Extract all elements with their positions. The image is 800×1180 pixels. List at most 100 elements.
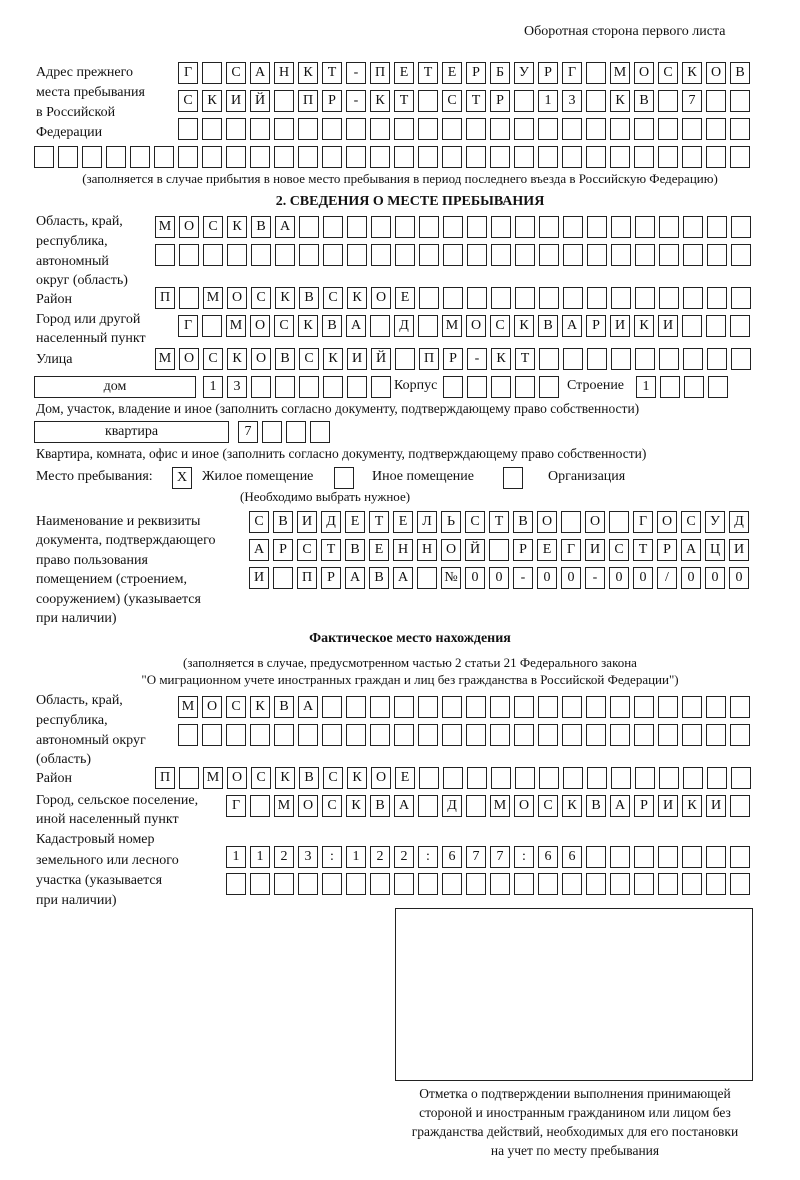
char-cell[interactable] [635,767,655,789]
char-cell[interactable]: Г [561,539,581,561]
char-cell[interactable]: Г [226,795,246,817]
char-cell[interactable] [370,118,390,140]
char-cell[interactable]: В [538,315,558,337]
char-cell[interactable] [286,421,306,443]
char-cell[interactable]: - [346,90,366,112]
char-cell[interactable] [561,511,581,533]
char-cell[interactable] [539,244,559,266]
char-cell[interactable] [634,846,654,868]
apartment-type-field[interactable]: квартира [34,421,229,443]
char-cell[interactable] [730,846,750,868]
char-cell[interactable]: К [275,287,295,309]
char-cell[interactable] [34,146,54,168]
char-cell[interactable]: Й [371,348,391,370]
char-cell[interactable] [539,767,559,789]
char-cell[interactable] [635,216,655,238]
char-cell[interactable] [394,696,414,718]
char-cell[interactable] [419,244,439,266]
char-cell[interactable]: П [370,62,390,84]
char-cell[interactable] [322,146,342,168]
char-cell[interactable]: К [275,767,295,789]
char-cell[interactable]: И [706,795,726,817]
char-cell[interactable] [611,767,631,789]
char-cell[interactable] [491,287,511,309]
char-cell[interactable]: - [585,567,605,589]
char-cell[interactable] [730,146,750,168]
char-cell[interactable]: - [467,348,487,370]
char-cell[interactable]: О [441,539,461,561]
char-cell[interactable] [730,795,750,817]
char-cell[interactable] [491,216,511,238]
char-cell[interactable] [419,287,439,309]
char-cell[interactable]: С [490,315,510,337]
char-cell[interactable] [658,724,678,746]
house-type-field[interactable]: дом [34,376,196,398]
char-cell[interactable] [730,90,750,112]
char-cell[interactable]: А [562,315,582,337]
char-cell[interactable]: Т [515,348,535,370]
char-cell[interactable]: Р [634,795,654,817]
char-cell[interactable] [467,376,487,398]
char-cell[interactable] [417,567,437,589]
char-cell[interactable] [587,244,607,266]
char-cell[interactable]: 0 [489,567,509,589]
char-cell[interactable]: Д [729,511,749,533]
char-cell[interactable]: Т [418,62,438,84]
char-cell[interactable]: Е [442,62,462,84]
char-cell[interactable]: А [298,696,318,718]
char-cell[interactable]: С [203,348,223,370]
char-cell[interactable] [611,287,631,309]
char-cell[interactable]: П [155,287,175,309]
char-cell[interactable]: А [345,567,365,589]
char-cell[interactable]: У [514,62,534,84]
char-cell[interactable]: О [634,62,654,84]
char-cell[interactable] [346,696,366,718]
char-cell[interactable] [442,873,462,895]
char-cell[interactable]: В [274,696,294,718]
char-cell[interactable] [371,216,391,238]
char-cell[interactable]: 0 [681,567,701,589]
char-cell[interactable] [275,376,295,398]
char-cell[interactable] [635,287,655,309]
char-cell[interactable] [418,90,438,112]
char-cell[interactable]: : [322,846,342,868]
char-cell[interactable]: 7 [490,846,510,868]
char-cell[interactable] [611,348,631,370]
char-cell[interactable]: М [226,315,246,337]
char-cell[interactable] [347,376,367,398]
char-cell[interactable] [658,846,678,868]
char-cell[interactable]: Р [586,315,606,337]
char-cell[interactable] [202,146,222,168]
char-cell[interactable] [634,118,654,140]
char-cell[interactable]: В [345,539,365,561]
char-cell[interactable] [731,287,751,309]
char-cell[interactable]: 0 [729,567,749,589]
char-cell[interactable]: К [298,62,318,84]
char-cell[interactable] [586,90,606,112]
char-cell[interactable] [179,244,199,266]
char-cell[interactable] [347,244,367,266]
char-cell[interactable] [730,118,750,140]
char-cell[interactable]: Г [633,511,653,533]
char-cell[interactable] [442,724,462,746]
char-cell[interactable]: / [657,567,677,589]
char-cell[interactable] [347,216,367,238]
char-cell[interactable] [418,315,438,337]
char-cell[interactable] [660,376,680,398]
char-cell[interactable]: О [251,348,271,370]
char-cell[interactable] [730,696,750,718]
char-cell[interactable] [562,118,582,140]
char-cell[interactable]: 1 [250,846,270,868]
char-cell[interactable]: О [371,767,391,789]
char-cell[interactable] [708,376,728,398]
char-cell[interactable] [515,767,535,789]
char-cell[interactable]: М [442,315,462,337]
char-cell[interactable]: 3 [298,846,318,868]
char-cell[interactable]: Н [417,539,437,561]
char-cell[interactable]: В [634,90,654,112]
char-cell[interactable] [491,376,511,398]
char-cell[interactable]: У [705,511,725,533]
char-cell[interactable]: К [346,795,366,817]
char-cell[interactable]: И [226,90,246,112]
char-cell[interactable]: Н [393,539,413,561]
